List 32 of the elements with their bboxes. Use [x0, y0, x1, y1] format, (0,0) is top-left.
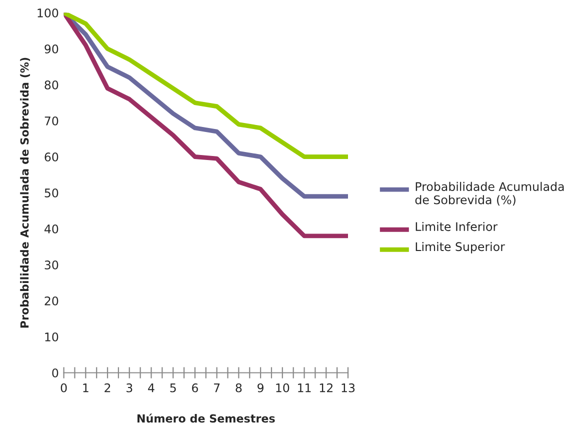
y-axis-title: Probabilidade Acumulada de Sobrevida (%) [20, 58, 30, 328]
x-tick-label: 6 [192, 383, 198, 392]
legend-label: Limite Inferior [416, 222, 498, 232]
x-tick-label: 2 [104, 383, 110, 392]
y-tick-label: 90 [44, 44, 58, 54]
x-axis-title: Número de Semestres [137, 414, 275, 423]
y-tick-label: 20 [44, 296, 58, 306]
x-tick-label: 12 [320, 383, 332, 392]
legend-label: Limite Superior [416, 242, 505, 254]
y-tick-label: 50 [44, 188, 58, 198]
x-tick-label: 5 [170, 384, 176, 392]
y-tick-label: 10 [45, 332, 58, 342]
y-tick-label: 70 [44, 116, 58, 126]
x-tick-label: 13 [342, 383, 355, 392]
y-tick-label: 0 [52, 368, 58, 378]
x-tick-label: 4 [148, 384, 154, 392]
y-tick-label: 60 [44, 152, 58, 162]
x-tick-label: 0 [60, 383, 67, 392]
x-tick-label: 3 [126, 383, 132, 392]
y-tick-label: 40 [44, 224, 58, 234]
x-tick-label: 9 [258, 383, 264, 392]
x-tick-label: 1 [83, 384, 88, 392]
line-series [64, 12, 348, 159]
x-tick-label: 8 [236, 383, 242, 392]
y-tick-label: 100 [38, 8, 58, 18]
x-tick-label: 11 [298, 384, 311, 392]
x-tick-label: 7 [214, 384, 220, 392]
y-tick-label: 30 [44, 260, 58, 270]
y-tick-label: 80 [44, 80, 58, 90]
x-tick-label: 10 [276, 383, 290, 392]
line-series [64, 12, 348, 238]
legend-label: Probabilidade Acumulada de Sobrevida (%) [415, 182, 564, 206]
